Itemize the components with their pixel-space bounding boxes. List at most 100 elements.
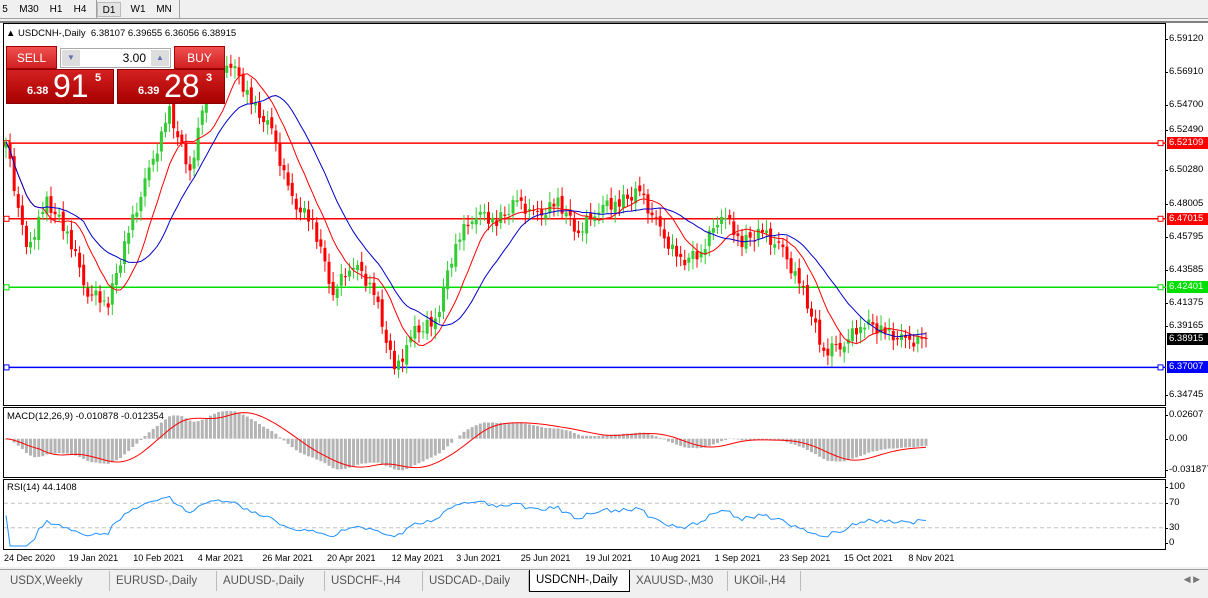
macd-bar <box>593 436 597 439</box>
macd-bar <box>556 428 560 439</box>
chart-tab[interactable]: XAUUSD-,M30 <box>630 571 728 591</box>
candle <box>703 249 707 255</box>
macd-bar <box>213 413 217 439</box>
macd-bar <box>605 434 609 439</box>
candle <box>12 156 16 192</box>
candle <box>515 200 519 202</box>
candle <box>151 158 155 165</box>
line-handle-icon[interactable] <box>1157 284 1164 291</box>
macd-bar <box>425 438 429 460</box>
macd-bar <box>675 438 679 445</box>
buy-price[interactable]: 6.39 28 3 <box>117 68 225 104</box>
tf-mn[interactable]: MN <box>156 4 172 15</box>
candle <box>147 167 151 181</box>
line-handle-icon[interactable] <box>3 364 10 371</box>
candle <box>433 318 437 330</box>
chart-tab[interactable]: UKOil-,H4 <box>728 571 801 591</box>
candle <box>360 261 364 272</box>
tf-h4[interactable]: H4 <box>73 4 87 15</box>
macd-bar <box>503 422 507 439</box>
tf-m30[interactable]: M30 <box>19 4 39 15</box>
candle <box>793 271 797 276</box>
macd-bar <box>176 415 180 439</box>
lot-size-input[interactable]: ▼ 3.00 ▲ <box>60 48 171 68</box>
macd-bar <box>478 423 482 439</box>
tf-m5[interactable]: 5 <box>2 4 8 15</box>
lot-decrease-icon[interactable]: ▼ <box>62 50 80 66</box>
lot-value[interactable]: 3.00 <box>122 51 146 65</box>
candle <box>597 212 601 215</box>
macd-bar <box>417 438 421 464</box>
macd-bar <box>172 415 176 439</box>
sell-button[interactable]: SELL <box>6 46 57 69</box>
price-tick: 6.34745 <box>1164 389 1204 400</box>
tf-w1[interactable]: W1 <box>130 4 146 15</box>
tf-d1[interactable]: D1 <box>97 2 121 17</box>
line-handle-icon[interactable] <box>3 284 10 291</box>
candle <box>895 338 899 340</box>
date-axis[interactable]: 24 Dec 2020 19 Jan 2021 10 Feb 2021 4 Mar 2… <box>0 550 1166 568</box>
candle <box>135 212 139 217</box>
candle <box>691 250 695 259</box>
candle <box>20 205 24 225</box>
candle <box>94 290 98 296</box>
timeframe-toolbar: 5 M30 H1 H4 D1 W1 MN <box>0 0 1208 19</box>
macd-bar <box>617 434 621 439</box>
price-axis[interactable]: 6.59120 6.56910 6.54700 6.52490 6.50280 6.480… <box>1164 23 1208 569</box>
macd-bar <box>384 438 388 466</box>
candle <box>536 210 540 212</box>
chart-tab[interactable]: USDX,Weekly <box>4 571 110 591</box>
candle <box>491 217 495 223</box>
macd-bar <box>437 438 441 454</box>
candle <box>470 221 474 224</box>
macd-bar <box>658 437 662 439</box>
rsi-pane[interactable] <box>3 479 1166 550</box>
macd-pane[interactable] <box>3 407 1166 478</box>
macd-bar <box>184 418 188 439</box>
chart-tab[interactable]: USDCAD-,Daily <box>423 571 529 591</box>
macd-bar <box>507 423 511 439</box>
macd-tick: -0.031877 <box>1165 464 1208 476</box>
candle <box>838 342 842 350</box>
macd-bar <box>527 424 531 439</box>
candle <box>544 215 548 219</box>
candle <box>638 185 642 192</box>
hline-price-label: 6.47015 <box>1167 212 1208 225</box>
candle <box>842 346 846 353</box>
macd-tick: 0.02607 <box>1164 409 1204 420</box>
candle <box>446 270 450 290</box>
candle <box>724 217 728 220</box>
lot-increase-icon[interactable]: ▲ <box>151 50 169 66</box>
candle <box>53 211 57 215</box>
line-handle-icon[interactable] <box>1157 140 1164 147</box>
candle <box>777 241 781 243</box>
sell-price[interactable]: 6.38 91 5 <box>6 68 114 104</box>
chart-tab[interactable]: USDCNH-,Daily <box>529 570 630 592</box>
tab-scroll-arrows-icon[interactable]: ◀ ▶ <box>1183 574 1200 584</box>
buy-button[interactable]: BUY <box>174 46 225 69</box>
chart-tab[interactable]: AUDUSD-,Daily <box>217 571 325 591</box>
macd-bar <box>536 425 540 439</box>
candle <box>458 239 462 242</box>
macd-bar <box>127 438 131 451</box>
tf-h1[interactable]: H1 <box>49 4 63 15</box>
macd-bar <box>912 438 916 448</box>
candle <box>237 67 241 77</box>
collapse-icon[interactable]: ▲ <box>6 28 16 39</box>
line-handle-icon[interactable] <box>1157 364 1164 371</box>
candle <box>585 216 589 234</box>
macd-bar <box>286 438 290 444</box>
candle <box>789 258 793 274</box>
macd-bar <box>908 438 912 448</box>
candle <box>172 103 176 129</box>
date-label: 12 May 2021 <box>391 553 444 563</box>
chart-tab[interactable]: USDCHF-,H4 <box>325 571 423 591</box>
macd-bar <box>102 438 106 464</box>
candle <box>368 282 372 285</box>
line-handle-icon[interactable] <box>3 215 10 222</box>
line-handle-icon[interactable] <box>1157 215 1164 222</box>
macd-bar <box>548 428 552 439</box>
candle <box>24 225 28 247</box>
chart-tab[interactable]: EURUSD-,Daily <box>110 571 217 591</box>
candle <box>887 328 891 331</box>
